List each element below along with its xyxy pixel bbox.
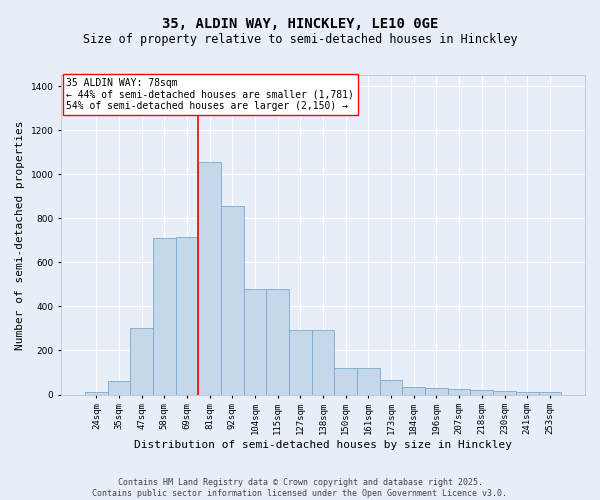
Bar <box>244 289 266 395</box>
X-axis label: Distribution of semi-detached houses by size in Hinckley: Distribution of semi-detached houses by … <box>134 440 512 450</box>
Bar <box>425 388 448 394</box>
Bar <box>176 237 199 394</box>
Bar <box>199 162 221 394</box>
Bar <box>107 382 130 394</box>
Bar <box>334 368 357 394</box>
Text: 35 ALDIN WAY: 78sqm
← 44% of semi-detached houses are smaller (1,781)
54% of sem: 35 ALDIN WAY: 78sqm ← 44% of semi-detach… <box>67 78 355 112</box>
Bar <box>266 289 289 395</box>
Bar <box>403 387 425 394</box>
Bar <box>85 392 107 394</box>
Bar <box>539 392 561 394</box>
Text: 35, ALDIN WAY, HINCKLEY, LE10 0GE: 35, ALDIN WAY, HINCKLEY, LE10 0GE <box>162 18 438 32</box>
Bar <box>130 328 153 394</box>
Bar <box>448 389 470 394</box>
Text: Contains HM Land Registry data © Crown copyright and database right 2025.
Contai: Contains HM Land Registry data © Crown c… <box>92 478 508 498</box>
Bar <box>357 368 380 394</box>
Y-axis label: Number of semi-detached properties: Number of semi-detached properties <box>15 120 25 350</box>
Bar <box>470 390 493 394</box>
Text: Size of property relative to semi-detached houses in Hinckley: Size of property relative to semi-detach… <box>83 32 517 46</box>
Bar <box>493 391 516 394</box>
Bar <box>516 392 539 394</box>
Bar <box>380 380 403 394</box>
Bar <box>153 238 176 394</box>
Bar <box>289 330 312 394</box>
Bar <box>221 206 244 394</box>
Bar <box>312 330 334 394</box>
